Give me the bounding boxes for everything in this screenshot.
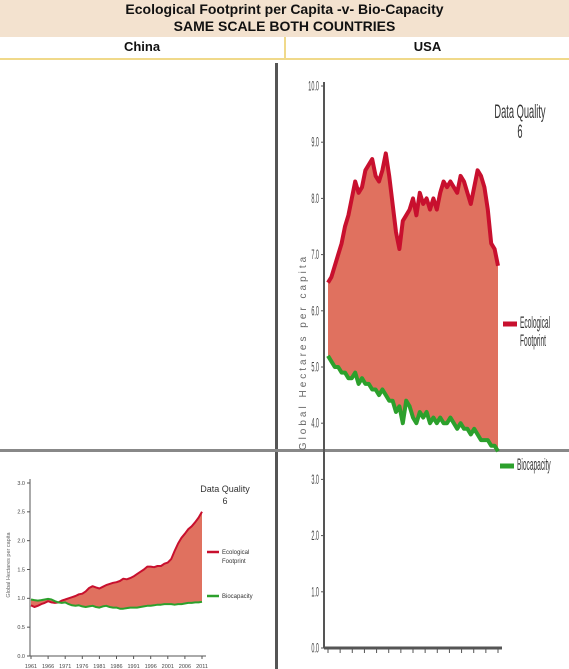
y-axis-label: Global Hectares per capita xyxy=(298,254,309,450)
x-tick-label: 1986 xyxy=(110,664,122,669)
x-tick-label: 2001 xyxy=(162,664,174,669)
vertical-divider xyxy=(275,63,278,669)
horizontal-divider xyxy=(0,449,569,452)
x-tick-label: 1981 xyxy=(93,664,105,669)
y-tick-label: 2.0 xyxy=(17,539,25,545)
y-tick-label: 5.0 xyxy=(311,361,319,375)
x-tick-label: 1996 xyxy=(145,664,157,669)
y-tick-label: 3.0 xyxy=(311,473,319,487)
y-tick-label: 2.5 xyxy=(17,510,25,516)
y-tick-label: 10.0 xyxy=(308,80,319,94)
y-tick-label: 7.0 xyxy=(311,249,319,263)
y-tick-label: 0.0 xyxy=(17,654,25,660)
y-tick-label: 0.0 xyxy=(311,642,319,656)
y-tick-label: 1.0 xyxy=(311,586,319,600)
china-chart: 0.0 0.5 1.0 1.5 2.0 2.5 3.0 1961 1966 1971 1976 198… xyxy=(6,479,253,669)
legend-label-biocapacity: Biocapacity xyxy=(222,594,253,600)
x-tick-label: 1966 xyxy=(42,664,54,669)
y-tick-label: 3.0 xyxy=(17,481,25,487)
x-tick-label: 1976 xyxy=(76,664,88,669)
y-tick-label: 6.0 xyxy=(311,305,319,319)
page-title: Ecological Footprint per Capita -v- Bio-… xyxy=(125,1,444,17)
biocapacity-line xyxy=(326,354,500,453)
column-separator xyxy=(284,37,286,58)
legend-label-footprint: Footprint xyxy=(520,332,546,350)
y-tick-label: 9.0 xyxy=(311,136,319,150)
legend-label-footprint: Ecological xyxy=(222,550,249,556)
deficit-area xyxy=(328,153,498,452)
legend-label-biocapacity: Biocapacity xyxy=(517,456,551,474)
y-tick-label: 2.0 xyxy=(311,530,319,544)
y-axis-label: Global Hectares per capita xyxy=(6,532,12,598)
data-quality-value: 6 xyxy=(222,496,227,506)
legend-label-footprint: Ecological xyxy=(520,314,550,332)
header-bar: Ecological Footprint per Capita -v- Bio-… xyxy=(0,0,569,38)
x-tick-label: 1961 xyxy=(25,664,37,669)
data-quality-label: Data Quality xyxy=(200,484,250,494)
page-subtitle: SAME SCALE BOTH COUNTRIES xyxy=(173,18,396,34)
footprint-line xyxy=(326,151,500,284)
column-header-usa: USA xyxy=(413,39,442,54)
biocapacity-line xyxy=(30,597,203,610)
y-tick-label: 8.0 xyxy=(311,192,319,206)
x-tick-label: 1991 xyxy=(127,664,139,669)
deficit-area xyxy=(31,511,202,609)
usa-chart: 0.0 1.0 2.0 3.0 4.0 5.0 6.0 7.0 8.0 9.0 10.0 Global… xyxy=(298,80,551,656)
y-tick-label: 1.5 xyxy=(17,567,25,573)
y-tick-label: 4.0 xyxy=(311,417,319,431)
x-tick-label: 2006 xyxy=(179,664,191,669)
x-tick-label: 2011 xyxy=(196,664,208,669)
data-quality-label: Data Quality xyxy=(494,101,545,123)
y-tick-label: 0.5 xyxy=(17,625,25,631)
data-quality-value: 6 xyxy=(517,122,522,144)
column-headers: China USA xyxy=(0,37,569,60)
legend-label-footprint: Footprint xyxy=(222,559,246,565)
y-tick-label: 1.0 xyxy=(17,596,25,602)
column-header-china: China xyxy=(123,39,161,54)
x-tick-label: 1971 xyxy=(59,664,71,669)
